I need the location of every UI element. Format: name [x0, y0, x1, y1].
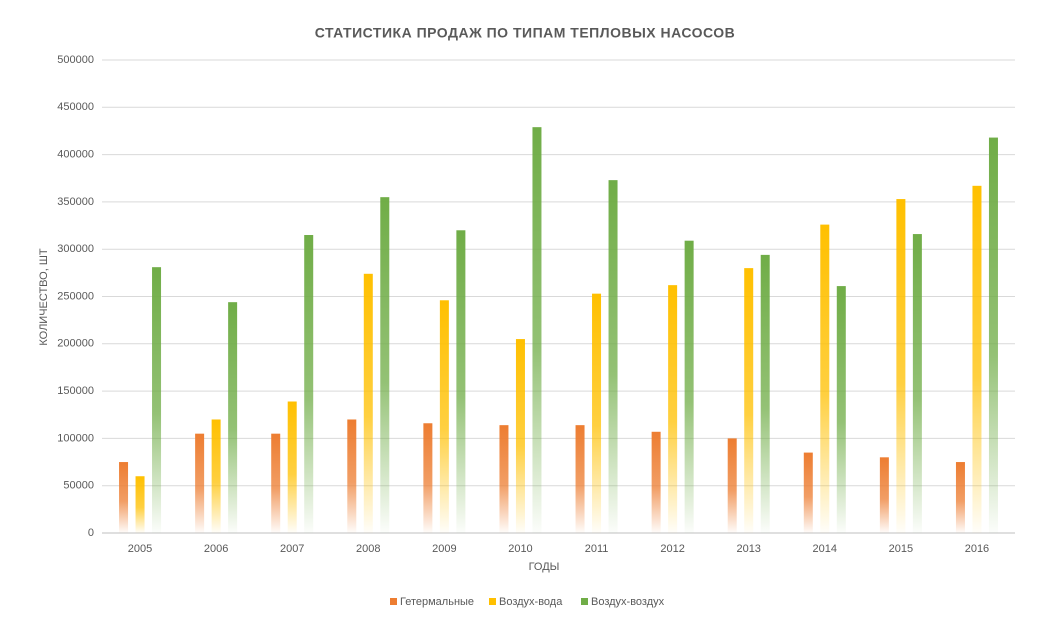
x-tick-label: 2013: [736, 543, 760, 555]
bar: [195, 433, 205, 533]
bar: [135, 476, 145, 533]
x-tick-label: 2005: [128, 543, 152, 555]
bar: [592, 293, 602, 533]
y-tick-label: 150000: [57, 385, 94, 397]
bar: [820, 224, 830, 533]
bar: [972, 185, 982, 533]
x-tick-label: 2016: [965, 543, 989, 555]
bar: [456, 230, 466, 533]
x-tick-label: 2010: [508, 543, 532, 555]
chart-title: СТАТИСТИКА ПРОДАЖ ПО ТИПАМ ТЕПЛОВЫХ НАСО…: [315, 25, 736, 41]
y-tick-label: 400000: [57, 149, 94, 161]
bar: [879, 457, 889, 533]
bar: [651, 431, 661, 533]
bar: [532, 127, 542, 533]
bar: [744, 268, 754, 533]
y-tick-label: 500000: [57, 54, 94, 66]
x-tick-label: 2015: [889, 543, 913, 555]
bar: [271, 433, 281, 533]
y-tick-label: 250000: [57, 290, 94, 302]
y-tick-label: 100000: [57, 432, 94, 444]
bar: [287, 401, 297, 533]
x-tick-label: 2006: [204, 543, 228, 555]
legend-label: Воздух-воздух: [591, 596, 665, 608]
legend-swatch: [581, 598, 588, 605]
x-tick-label: 2012: [660, 543, 684, 555]
legend-label: Гетермальные: [400, 596, 474, 608]
bar: [836, 286, 846, 533]
legend-label: Воздух-вода: [499, 596, 563, 608]
bar: [727, 438, 737, 533]
y-tick-label: 50000: [63, 480, 94, 492]
bar: [363, 273, 373, 533]
bar: [499, 425, 509, 533]
y-tick-label: 300000: [57, 243, 94, 255]
bar: [515, 339, 525, 533]
bar: [760, 254, 770, 533]
bar: [684, 240, 694, 533]
bar: [304, 235, 314, 533]
bar: [228, 302, 238, 533]
bar: [668, 285, 678, 533]
bar: [803, 452, 813, 533]
x-axis-label: ГОДЫ: [529, 561, 560, 573]
x-tick-label: 2011: [585, 543, 609, 555]
bar: [119, 462, 129, 533]
bar: [575, 425, 585, 533]
y-tick-label: 0: [88, 527, 94, 539]
y-tick-label: 200000: [57, 338, 94, 350]
y-tick-label: 450000: [57, 101, 94, 113]
x-tick-label: 2014: [813, 543, 837, 555]
bar: [955, 462, 965, 533]
bar: [347, 419, 357, 533]
bar: [380, 197, 390, 534]
y-axis-label: КОЛИЧЕСТВО, ШТ: [38, 248, 50, 346]
y-tick-label: 350000: [57, 196, 94, 208]
bar: [896, 199, 906, 533]
legend-swatch: [489, 598, 496, 605]
bar: [439, 300, 449, 533]
bar: [423, 423, 433, 533]
bar: [608, 180, 618, 533]
bar: [152, 267, 162, 533]
x-tick-label: 2007: [280, 543, 304, 555]
legend-swatch: [390, 598, 397, 605]
bar: [912, 234, 922, 533]
x-tick-label: 2009: [432, 543, 456, 555]
bar: [211, 419, 221, 533]
x-tick-label: 2008: [356, 543, 380, 555]
bar: [988, 137, 998, 533]
